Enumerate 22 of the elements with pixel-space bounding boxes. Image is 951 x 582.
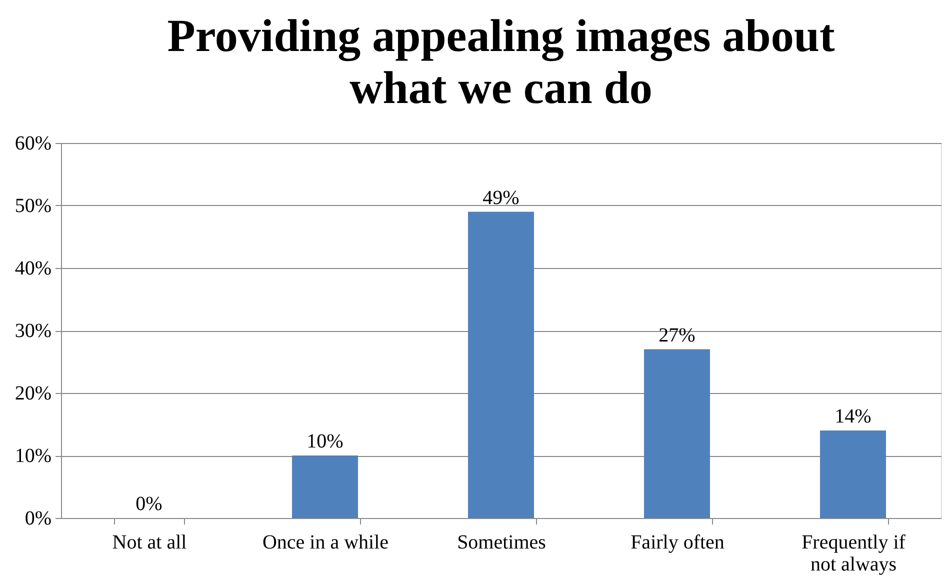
x-tick-label: Sometimes [457, 532, 546, 554]
y-tick-label: 30% [14, 320, 52, 342]
data-label: 27% [658, 324, 696, 346]
y-tick-label: 10% [14, 445, 52, 467]
data-label: 10% [306, 430, 344, 452]
x-tick-label: Not at all [112, 532, 188, 554]
x-tick-label: Fairly often [630, 532, 724, 554]
y-tick-label: 40% [14, 258, 52, 280]
x-tick-label: Once in a while [262, 532, 389, 554]
bar [820, 430, 886, 518]
chart-title: Providing appealing images about what we can do [167, 10, 836, 113]
y-tick-label: 60% [14, 132, 52, 154]
bar [292, 456, 358, 518]
y-tick-label: 20% [14, 382, 52, 404]
data-label: 14% [834, 406, 872, 428]
x-tick-label: Frequently if not always [802, 532, 906, 576]
bar [468, 212, 534, 518]
data-label: 49% [482, 186, 520, 209]
y-tick-label: 50% [14, 195, 52, 217]
y-tick-label: 0% [24, 508, 52, 530]
bar [644, 349, 710, 518]
data-label: 0% [136, 493, 162, 515]
